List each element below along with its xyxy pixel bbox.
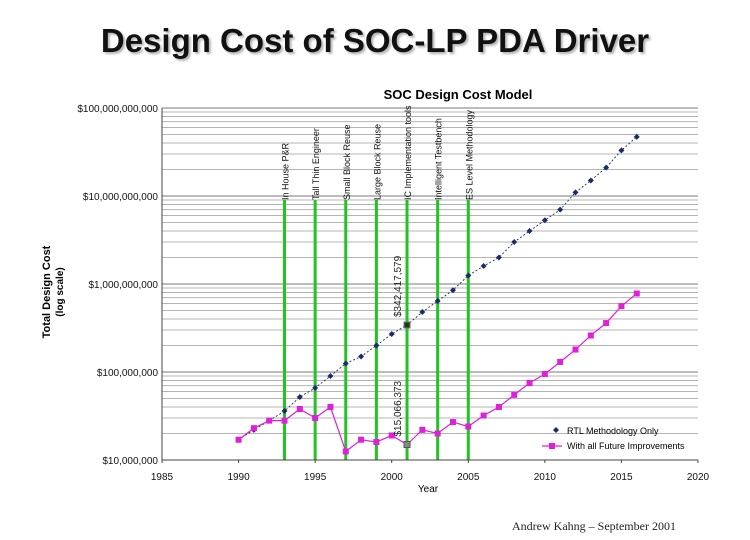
chart-title: SOC Design Cost Model: [384, 87, 533, 102]
milestone-label: Small Block Reuse: [342, 124, 352, 200]
data-point-future: [618, 303, 625, 310]
milestone-label: In House P&R: [281, 142, 291, 200]
data-point-rtl: [373, 342, 380, 349]
highlight-point-future-2001: [403, 441, 411, 449]
data-point-rtl: [296, 393, 303, 400]
y-tick-label: $10,000,000,000: [83, 192, 159, 203]
highlight-point-rtl-2001: [403, 321, 411, 329]
data-point-future: [373, 439, 380, 446]
milestone-label: Large Block Reuse: [372, 124, 382, 200]
y-tick-label: $100,000,000,000: [77, 104, 158, 115]
milestone-label: ES Level Methodology: [464, 109, 474, 200]
data-point-future: [557, 358, 564, 365]
y-axis-label: Total Design Cost: [41, 245, 53, 338]
annotation-future-2001: $15,066,373: [393, 380, 404, 436]
data-point-rtl: [327, 373, 334, 380]
x-tick-label: 1995: [304, 472, 327, 483]
data-point-future: [419, 426, 426, 433]
data-point-future: [633, 290, 640, 297]
data-point-rtl: [587, 177, 594, 184]
x-tick-label: 2000: [381, 472, 404, 483]
x-tick-label: 2005: [457, 472, 480, 483]
x-tick-label: 1985: [151, 472, 174, 483]
x-axis-label: Year: [418, 484, 439, 495]
legend: RTL Methodology Only With all Future Imp…: [542, 426, 685, 451]
data-point-future: [312, 415, 319, 422]
chart-labels: $10,000,000 $100,000,000 $1,000,000,000 $10…: [77, 104, 709, 483]
data-point-future: [541, 370, 548, 377]
milestone-label: Tall Thin Engineer: [311, 128, 321, 200]
data-point-rtl: [557, 206, 564, 213]
y-tick-label: $10,000,000: [102, 456, 158, 467]
data-point-rtl: [312, 384, 319, 391]
data-point-rtl: [388, 331, 395, 338]
data-point-rtl: [358, 353, 365, 360]
data-point-rtl: [526, 228, 533, 235]
data-point-future: [266, 417, 273, 424]
data-point-rtl: [449, 287, 456, 294]
legend-marker-rtl: [553, 427, 559, 433]
data-point-rtl: [633, 133, 640, 140]
legend-marker-future: [549, 443, 555, 449]
data-point-future: [480, 412, 487, 419]
data-point-future: [572, 346, 579, 353]
x-tick-label: 2020: [687, 472, 710, 483]
data-point-future: [388, 432, 395, 439]
milestone-label: IC Implementation tools: [403, 105, 413, 200]
milestone-lines: In House P&R Tall Thin Engineer Small Bloc…: [281, 105, 474, 460]
data-point-future: [434, 430, 441, 437]
data-point-future: [465, 423, 472, 430]
data-point-rtl: [495, 254, 502, 261]
legend-label-rtl: RTL Methodology Only: [567, 426, 659, 436]
annotation-rtl-2001: $342,417,579: [393, 255, 404, 317]
data-point-rtl: [618, 147, 625, 154]
slide-title: Design Cost of SOC-LP PDA Driver: [100, 22, 650, 59]
data-point-future: [296, 405, 303, 412]
data-point-future: [495, 404, 502, 411]
data-point-rtl: [434, 298, 441, 305]
data-point-rtl: [480, 263, 487, 270]
legend-label-future: With all Future Improvements: [567, 441, 685, 451]
x-tick-label: 2015: [610, 472, 633, 483]
data-point-rtl: [281, 408, 288, 415]
data-point-future: [250, 425, 257, 432]
data-point-future: [603, 320, 610, 327]
data-point-rtl: [511, 239, 518, 246]
data-point-future: [511, 391, 518, 398]
data-point-future: [449, 419, 456, 426]
y-tick-label: $1,000,000,000: [88, 280, 158, 291]
chart-grid: [162, 107, 698, 461]
data-point-future: [358, 436, 365, 443]
data-point-rtl: [419, 309, 426, 316]
data-point-future: [526, 379, 533, 386]
data-point-rtl: [572, 189, 579, 196]
data-point-future: [587, 332, 594, 339]
milestone-label: Intelligent Testbench: [434, 118, 444, 200]
x-tick-label: 1990: [227, 472, 250, 483]
y-axis-sublabel: (log scale): [55, 267, 66, 316]
data-point-future: [327, 404, 334, 411]
data-point-rtl: [465, 272, 472, 279]
y-tick-label: $100,000,000: [97, 368, 159, 379]
data-point-rtl: [541, 217, 548, 224]
chart-series: [235, 133, 640, 455]
footer-credit: Andrew Kahng – September 2001: [512, 519, 676, 533]
data-point-future: [235, 436, 242, 443]
data-point-future: [342, 448, 349, 455]
series-line-0: [238, 136, 638, 441]
chart-axes: [161, 108, 698, 461]
data-point-rtl: [603, 164, 610, 171]
x-tick-label: 2010: [534, 472, 557, 483]
data-point-future: [281, 417, 288, 424]
data-point-rtl: [342, 360, 349, 367]
